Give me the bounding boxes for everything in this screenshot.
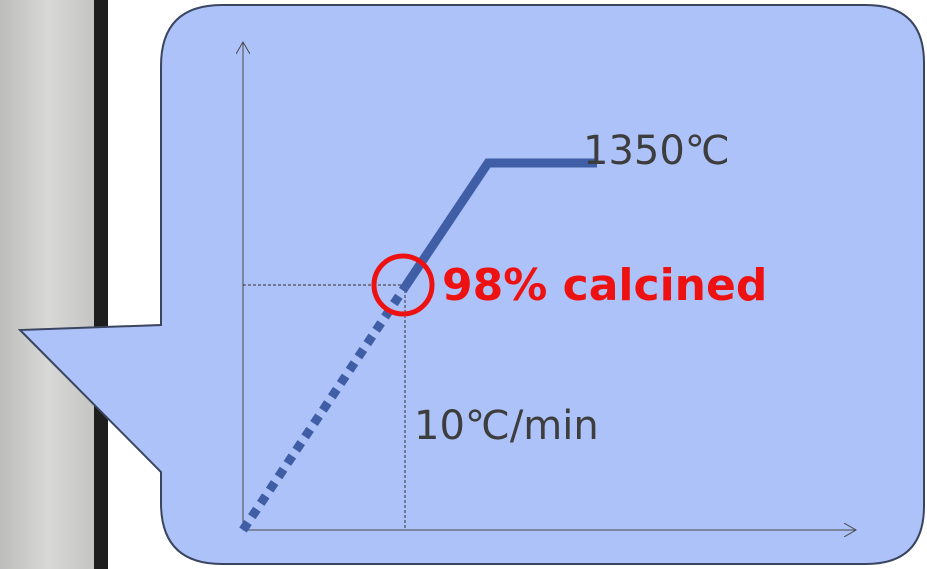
rate-label: 10℃/min [414, 403, 599, 449]
temperature-label: 1350℃ [583, 128, 730, 174]
calcined-label: 98% calcined [442, 260, 767, 311]
diagram: 1350℃ 98% calcined 10℃/min [0, 0, 927, 569]
page: {"labels": {"temperature": "1350℃", "cal… [0, 0, 927, 569]
strip-edge [94, 0, 108, 569]
background-strip [0, 0, 96, 569]
